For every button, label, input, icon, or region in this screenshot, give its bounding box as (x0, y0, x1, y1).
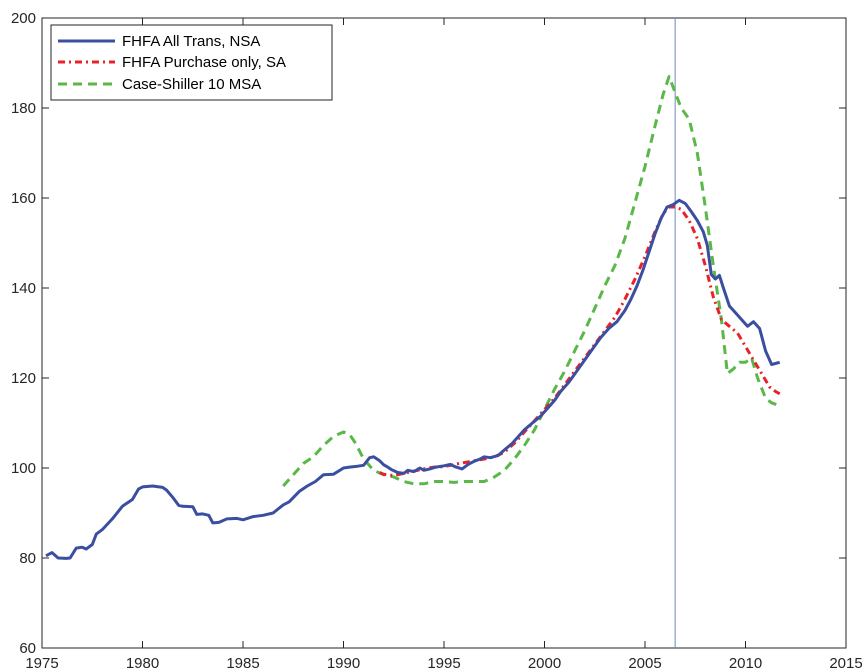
plot-area (41, 17, 847, 649)
y-tick-label: 140 (11, 280, 36, 297)
y-tick-label: 80 (19, 550, 36, 567)
axis-ticks (41, 17, 847, 649)
legend-label-case-shiller: Case-Shiller 10 MSA (122, 76, 261, 93)
x-tick-label: 2010 (729, 655, 762, 672)
x-tick-label: 1975 (25, 655, 58, 672)
y-tick-label: 100 (11, 460, 36, 477)
y-tick-label: 160 (11, 190, 36, 207)
x-tick-label: 1995 (427, 655, 460, 672)
x-tick-label: 2005 (628, 655, 661, 672)
x-tick-label: 2015 (829, 655, 862, 672)
x-tick-label: 1980 (126, 655, 159, 672)
x-tick-label: 1985 (226, 655, 259, 672)
y-tick-label: 180 (11, 100, 36, 117)
axis-tick-labels: 1975 1980 1985 1990 1995 2000 2005 2010 2015 60 80… (11, 10, 863, 672)
y-tick-label: 120 (11, 370, 36, 387)
series-layer (45, 75, 781, 560)
x-tick-label: 1990 (327, 655, 360, 672)
legend-label-fhfa-purchase-only: FHFA Purchase only, SA (122, 54, 286, 71)
x-tick-label: 2000 (528, 655, 561, 672)
legend-label-fhfa-all-trans: FHFA All Trans, NSA (122, 33, 260, 50)
legend: FHFA All Trans, NSA FHFA Purchase only, … (50, 24, 333, 101)
y-tick-label: 60 (19, 640, 36, 657)
series-fhfa-all-trans (45, 198, 781, 560)
y-tick-label: 200 (11, 10, 36, 27)
